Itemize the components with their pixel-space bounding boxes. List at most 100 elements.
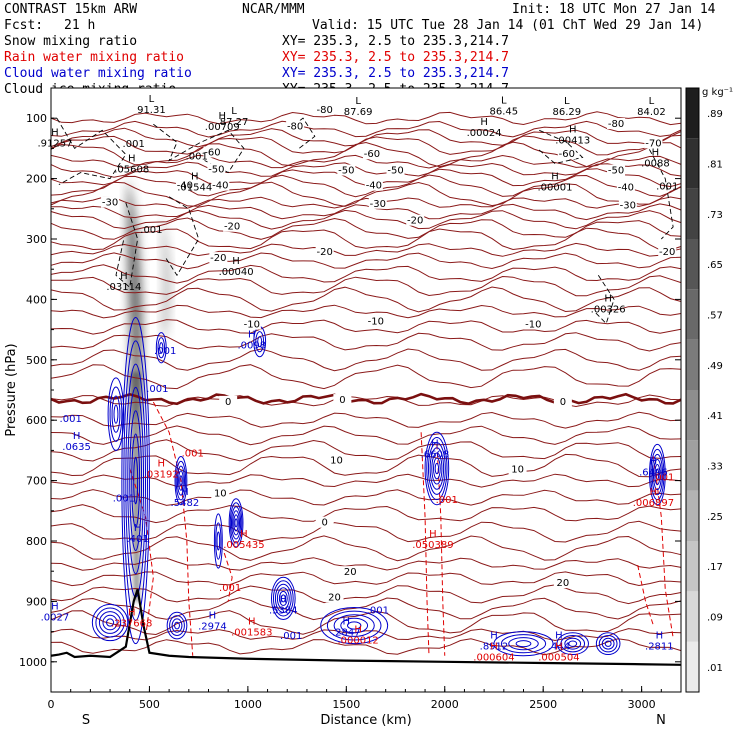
extremum-mark: H	[209, 611, 217, 622]
colorbar-label: .89	[707, 109, 723, 120]
isotherm-label-bg	[175, 179, 194, 191]
isotherm-label-bg	[557, 148, 576, 160]
cloud-water-cell	[215, 522, 222, 560]
isotherm-label-bg	[219, 395, 238, 407]
colorbar-swatch	[686, 188, 699, 239]
extremum-value: 87.69	[344, 107, 373, 118]
isotherm-line	[51, 203, 682, 221]
cloud-ice-contour	[153, 123, 245, 174]
y-axis-title: Pressure (hPa)	[4, 343, 19, 436]
cloud-water-cell	[434, 462, 440, 475]
isotherm-label: -50	[338, 166, 354, 177]
contour-value-label: .001	[140, 225, 162, 236]
extremum-value: .5482	[171, 498, 200, 509]
cloud-water-column	[129, 410, 143, 551]
extremum-value: .000504	[538, 652, 579, 663]
cloud-water-cell	[560, 635, 586, 653]
extremum-mark: H	[431, 438, 439, 449]
extremum-mark: H	[120, 271, 128, 282]
isotherm-line	[50, 535, 682, 562]
isotherm-label-bg	[341, 566, 360, 578]
forecast-label: Fcst:	[4, 18, 44, 33]
colorbar-label: .09	[707, 613, 723, 624]
isotherm-label: -50	[387, 166, 403, 177]
extremum-mark: H	[181, 487, 189, 498]
isotherm-label-bg	[524, 318, 543, 330]
north-end-label: N	[656, 713, 666, 728]
isotherm-label-bg	[286, 120, 305, 132]
isotherm-label: -30	[370, 199, 386, 210]
extremum-mark: H	[354, 624, 362, 635]
cloud-water-cell	[174, 621, 180, 630]
extremum-value: .6608	[421, 449, 450, 460]
y-tick-label: 300	[26, 233, 47, 246]
valid-time: Valid: 15 UTC Tue 28 Jan 14 (01 ChT Wed …	[312, 18, 704, 33]
cloud-water-cell	[655, 469, 660, 481]
contour-value-label: .001	[123, 139, 145, 150]
isotherm-label-bg	[211, 487, 230, 499]
cloud-water-cell	[106, 618, 115, 627]
isotherm-label: -20	[210, 253, 226, 264]
cloud-water-cell	[159, 342, 164, 354]
colorbar-label: .17	[707, 562, 723, 573]
extremum-value: .001583	[231, 628, 272, 639]
cloud-water-cell	[229, 502, 243, 544]
cloud-water-cell	[280, 594, 286, 603]
extremum-mark: H	[656, 631, 664, 642]
legend-entry-name: Rain water mixing ratio	[4, 50, 185, 65]
y-tick-label: 700	[26, 475, 47, 488]
isotherm-label: 0	[560, 397, 566, 408]
isotherm-line	[50, 242, 682, 257]
legend-entry-coords: XY= 235.3, 2.5 to 235.3,214.7	[282, 66, 509, 81]
cloud-water-cell	[271, 576, 296, 621]
extremum-mark: H	[555, 631, 563, 642]
extremum-value: .05608	[114, 164, 149, 175]
isotherm-label-bg	[368, 197, 387, 209]
colorbar-unit: g kg⁻¹	[702, 87, 733, 98]
isotherm-line	[50, 209, 682, 230]
isotherm-label: -40	[177, 181, 193, 192]
cloud-water-cell	[233, 514, 239, 532]
colorbar-swatch	[686, 490, 699, 541]
isotherm-line	[50, 275, 682, 297]
colorbar-swatch	[686, 138, 699, 189]
cloud-water-cell	[257, 336, 263, 348]
y-tick-label: 900	[26, 595, 47, 608]
isotherm-label: -40	[212, 181, 228, 192]
extremum-mark: H	[555, 641, 563, 652]
isotherm-line	[50, 134, 682, 156]
cloud-water-cell	[651, 453, 664, 496]
x-axis	[50, 686, 662, 692]
cloud-water-column	[123, 340, 148, 621]
cloud-water-cell	[424, 431, 450, 506]
y-tick-label: 600	[26, 414, 47, 427]
cloud-water-cell	[604, 640, 612, 647]
extremum-mark: H	[157, 458, 165, 469]
extremum-value: .00001	[538, 182, 573, 193]
freezing-level-line	[50, 392, 682, 406]
x-tick-label: 500	[139, 698, 160, 711]
cloud-ice-contour	[56, 117, 127, 186]
extremum-mark: L	[355, 96, 361, 107]
colorbar-label: .57	[707, 311, 723, 322]
extremum-value: 91.31	[137, 105, 166, 116]
isotherm-line	[50, 196, 682, 209]
extremum-value: .000604	[473, 652, 514, 663]
isotherm-label-bg	[209, 252, 228, 264]
isotherm-label-bg	[315, 516, 334, 528]
extremum-value: 86.45	[489, 106, 518, 117]
isotherm-label-bg	[553, 395, 572, 407]
extremum-mark: L	[564, 96, 570, 107]
extremum-mark: H	[73, 431, 81, 442]
extremum-value: .0027	[41, 613, 70, 624]
isotherm-label: -20	[224, 222, 240, 233]
cloud-water-cell	[278, 590, 288, 606]
isotherm-label: -40	[366, 181, 382, 192]
colorbar-swatch	[686, 541, 699, 592]
cloud-water-cell	[595, 632, 621, 656]
legend-entry-name: Cloud water mixing ratio	[4, 66, 192, 81]
colorbar-label: .49	[707, 361, 723, 372]
isotherm-label-bg	[101, 196, 120, 208]
isotherm-line	[50, 557, 682, 571]
x-tick-label: 3000	[628, 698, 656, 711]
